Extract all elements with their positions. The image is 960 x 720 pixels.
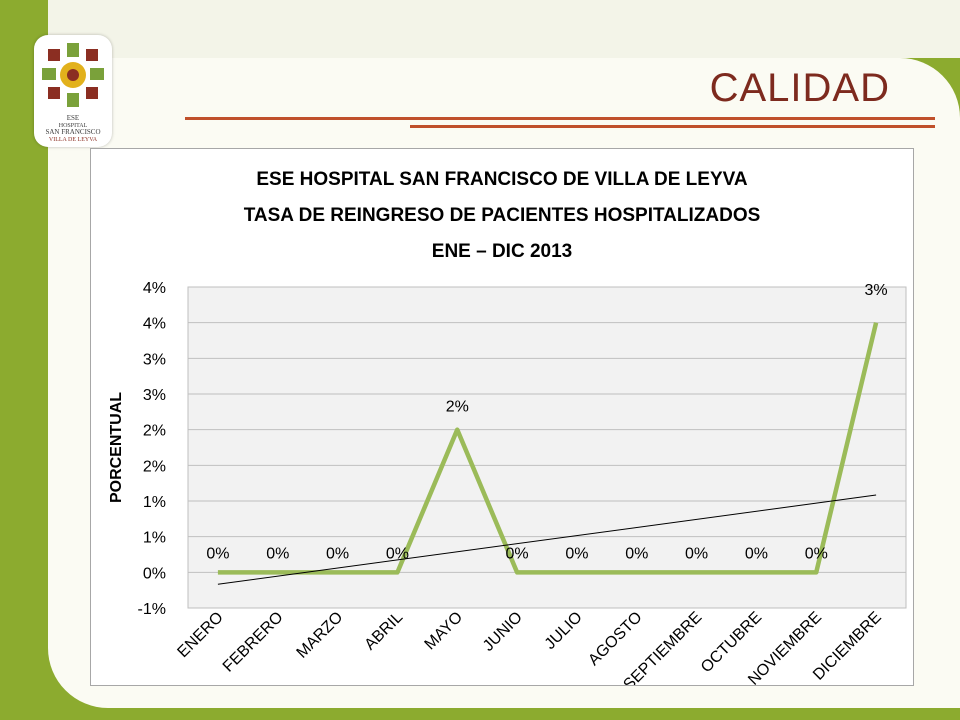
logo-text-villa-de-leyva: VILLA DE LEYVA bbox=[49, 137, 98, 143]
logo-text-ese: ESE bbox=[67, 114, 79, 122]
plot-area bbox=[187, 286, 907, 609]
y-tick-label: 0% bbox=[143, 565, 166, 582]
series-layer bbox=[217, 322, 879, 575]
data-label: 0% bbox=[326, 545, 349, 562]
data-label: 0% bbox=[266, 545, 289, 562]
data-label: 0% bbox=[565, 545, 588, 562]
data-label: 3% bbox=[865, 282, 888, 299]
data-label: 2% bbox=[446, 399, 469, 416]
data-label: 0% bbox=[386, 545, 409, 562]
y-axis-ticks: -1% 0% 1% 1% 2% 2% 3% 3% 4% 4% bbox=[138, 280, 166, 618]
y-tick-label: 3% bbox=[143, 351, 166, 368]
trendline-layer bbox=[217, 494, 877, 585]
hospital-logo: ESE HOSPITAL SAN FRANCISCO VILLA DE LEYV… bbox=[34, 35, 112, 147]
y-tick-label: 3% bbox=[143, 387, 166, 404]
slide-title: CALIDAD bbox=[709, 66, 890, 110]
y-tick-label: -1% bbox=[138, 601, 166, 618]
chart-title-line-3: ENE – DIC 2013 bbox=[432, 241, 572, 262]
x-tick-label: MARZO bbox=[294, 609, 347, 662]
chart-frame: ESE HOSPITAL SAN FRANCISCO DE VILLA DE L… bbox=[90, 148, 914, 686]
x-tick-label: FEBRERO bbox=[220, 609, 287, 676]
data-label: 0% bbox=[685, 545, 708, 562]
x-tick-label: JULIO bbox=[542, 609, 586, 653]
x-tick-label: ENERO bbox=[174, 609, 226, 661]
y-axis-label: PORCENTUAL bbox=[108, 392, 125, 503]
series-line bbox=[217, 322, 879, 575]
data-label: 0% bbox=[206, 545, 229, 562]
data-labels: 0% 0% 0% 0% 2% 0% 0% 0% 0% 0% 0% 3% bbox=[206, 282, 887, 562]
x-tick-label: JUNIO bbox=[480, 609, 526, 655]
top-band bbox=[48, 0, 960, 58]
y-tick-label: 2% bbox=[143, 423, 166, 440]
chart-title-line-2: TASA DE REINGRESO DE PACIENTES HOSPITALI… bbox=[244, 205, 761, 226]
trendline bbox=[217, 494, 877, 585]
data-label: 0% bbox=[805, 545, 828, 562]
y-tick-label: 4% bbox=[143, 316, 166, 333]
data-label: 0% bbox=[625, 545, 648, 562]
title-rule-lower bbox=[410, 125, 935, 128]
chart-title-line-1: ESE HOSPITAL SAN FRANCISCO DE VILLA DE L… bbox=[256, 169, 748, 190]
logo-text-hospital: HOSPITAL bbox=[59, 123, 88, 129]
x-tick-label: AGOSTO bbox=[585, 609, 645, 669]
data-label: 0% bbox=[745, 545, 768, 562]
data-label: 0% bbox=[506, 545, 529, 562]
line-chart: ESE HOSPITAL SAN FRANCISCO DE VILLA DE L… bbox=[108, 169, 907, 685]
x-tick-label: ABRIL bbox=[362, 609, 407, 654]
hospital-emblem-icon: ESE HOSPITAL SAN FRANCISCO VILLA DE LEYV… bbox=[42, 43, 104, 143]
y-tick-label: 4% bbox=[143, 280, 166, 297]
y-tick-label: 1% bbox=[143, 530, 166, 547]
logo-text-san-francisco: SAN FRANCISCO bbox=[45, 128, 100, 136]
x-tick-label: MAYO bbox=[422, 609, 467, 654]
title-rule-upper bbox=[185, 117, 935, 120]
y-tick-label: 2% bbox=[143, 458, 166, 475]
y-tick-label: 1% bbox=[143, 494, 166, 511]
